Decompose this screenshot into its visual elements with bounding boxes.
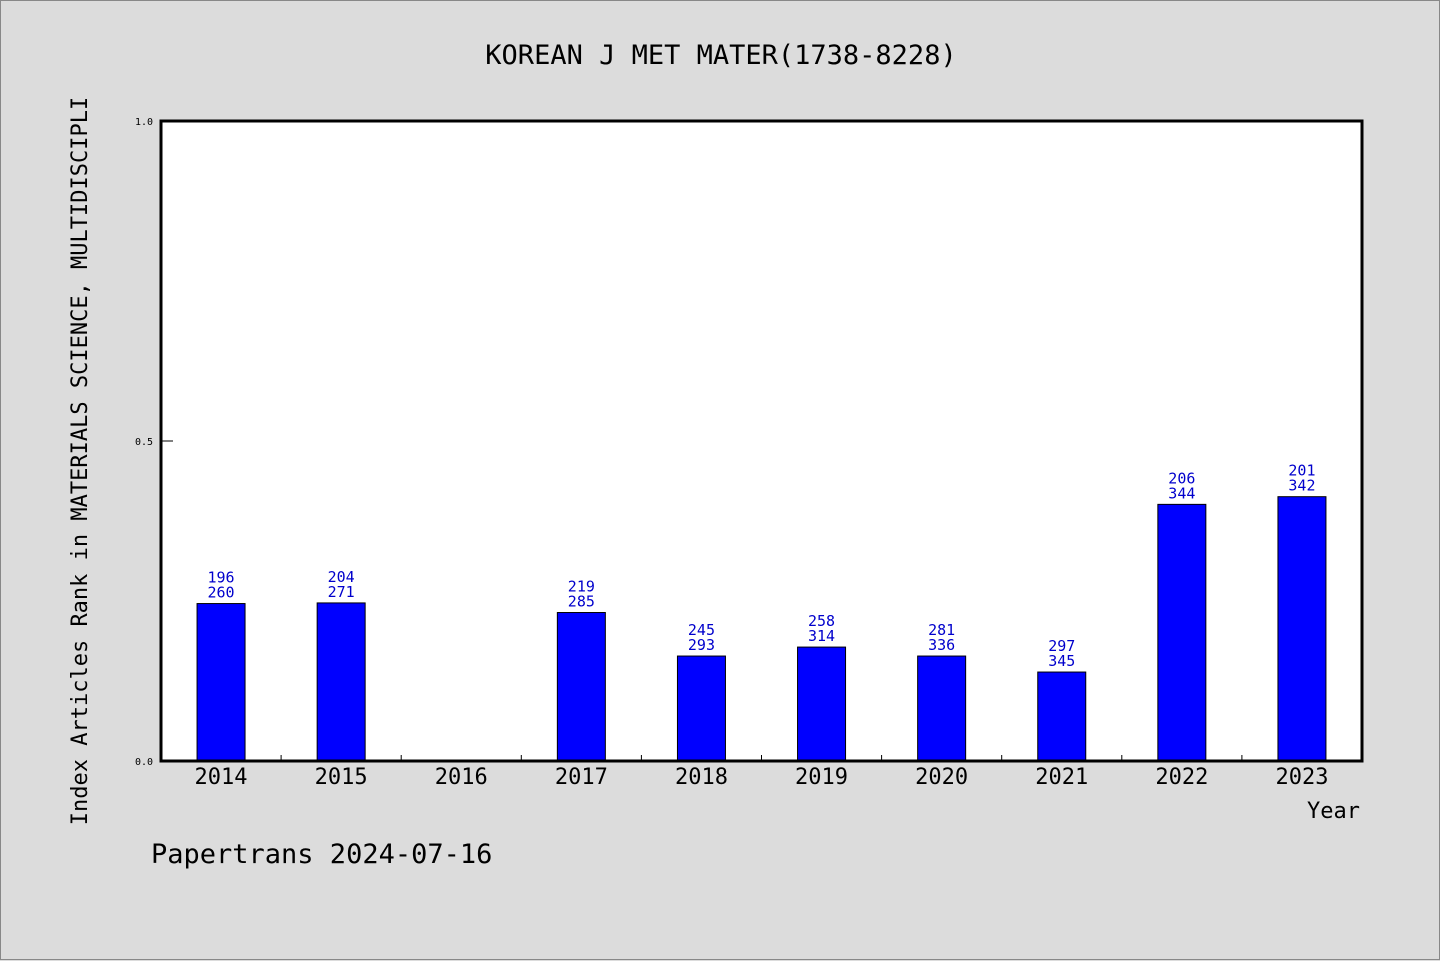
x-tick-label-2015: 2015 <box>315 765 368 790</box>
bars-layer <box>196 496 1327 762</box>
x-tick-label-2017: 2017 <box>555 765 608 790</box>
bar-label-rank-2022: 206 <box>1168 469 1195 487</box>
bar-label-total-2022: 344 <box>1168 484 1195 502</box>
x-tick-label-2022: 2022 <box>1155 765 1208 790</box>
bar-2019 <box>797 646 847 762</box>
bar-label-total-2015: 271 <box>328 583 355 601</box>
bar-label-rank-2014: 196 <box>208 569 235 587</box>
y-axis-label: Index Articles Rank in MATERIALS SCIENCE… <box>68 97 93 825</box>
y-tick-label: 1.0 <box>135 117 153 128</box>
x-tick-label-2016: 2016 <box>435 765 488 790</box>
bar-label-rank-2021: 297 <box>1048 637 1075 655</box>
bar-label-total-2021: 345 <box>1048 652 1075 670</box>
bar-label-total-2018: 293 <box>688 636 715 654</box>
footer-date: Papertrans 2024-07-16 <box>151 839 492 870</box>
ticks-layer: 2014 2015 2016 2017 2018 2019 2020 2021 2022 2023… <box>135 117 1329 790</box>
x-tick-label-2020: 2020 <box>915 765 968 790</box>
x-tick-label-2019: 2019 <box>795 765 848 790</box>
bar-label-rank-2019: 258 <box>808 612 835 630</box>
chart-title: KOREAN J MET MATER(1738-8228) <box>485 40 956 71</box>
bar-label-rank-2023: 201 <box>1288 462 1315 480</box>
plot-border <box>159 119 1364 763</box>
bar-label-total-2017: 285 <box>568 593 595 611</box>
y-tick-label: 0.0 <box>135 757 153 768</box>
bar-2023 <box>1277 496 1327 762</box>
x-axis-label: Year <box>1307 799 1360 824</box>
bar-2020 <box>917 655 967 762</box>
bar-2015 <box>316 602 366 762</box>
x-tick-label-2018: 2018 <box>675 765 728 790</box>
bar-label-rank-2018: 245 <box>688 621 715 639</box>
bar-2021 <box>1037 671 1087 762</box>
bar-label-rank-2020: 281 <box>928 621 955 639</box>
y-tick-label: 0.5 <box>135 437 153 448</box>
bar-label-total-2023: 342 <box>1288 477 1315 495</box>
bar-label-total-2020: 336 <box>928 636 955 654</box>
bar-label-rank-2017: 219 <box>568 578 595 596</box>
x-tick-label-2014: 2014 <box>195 765 248 790</box>
bar-label-rank-2015: 204 <box>328 568 355 586</box>
bar-2022 <box>1157 503 1207 762</box>
bar-2018 <box>676 655 726 762</box>
x-tick-label-2021: 2021 <box>1035 765 1088 790</box>
bar-2017 <box>556 612 606 762</box>
x-tick-label-2023: 2023 <box>1275 765 1328 790</box>
bar-label-total-2014: 260 <box>208 584 235 602</box>
bar-2014 <box>196 603 246 762</box>
bar-label-total-2019: 314 <box>808 627 835 645</box>
